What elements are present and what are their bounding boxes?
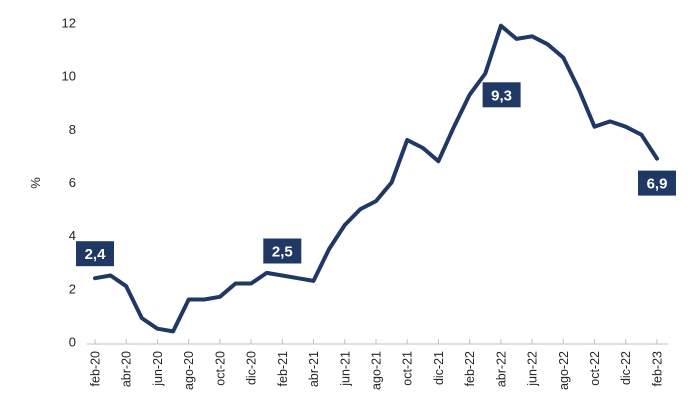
data-label-value: 6,9 bbox=[647, 176, 668, 193]
x-tick-label: abr-20 bbox=[120, 351, 134, 387]
data-label-value: 2,4 bbox=[85, 246, 107, 263]
x-tick-label: jun-20 bbox=[151, 351, 165, 387]
data-label-box bbox=[76, 241, 114, 267]
x-tick-label: ago-21 bbox=[369, 351, 383, 390]
x-axis: feb-20 abr-20 jun-20 ago-20 oct-20 dic-20 feb-… bbox=[87, 339, 668, 390]
data-label-value: 9,3 bbox=[491, 87, 512, 104]
data-point-label: 6,9 bbox=[638, 170, 676, 196]
y-tick-label: 2 bbox=[69, 281, 76, 296]
x-tick-label: abr-22 bbox=[494, 351, 508, 387]
data-label-box bbox=[263, 238, 302, 264]
data-line bbox=[93, 23, 659, 334]
data-point-label: 2,5 bbox=[263, 238, 302, 264]
y-axis: 0 2 4 6 8 10 12 bbox=[62, 16, 76, 350]
x-tick-label: feb-20 bbox=[89, 351, 103, 386]
x-tick-label: dic-22 bbox=[619, 351, 633, 385]
y-tick-label: 4 bbox=[69, 228, 76, 243]
y-tick-label: 0 bbox=[69, 335, 76, 350]
y-axis-title: % bbox=[28, 177, 43, 189]
x-tick-label: feb-22 bbox=[463, 351, 477, 386]
x-tick-label: oct-22 bbox=[588, 351, 602, 386]
x-tick-label: feb-23 bbox=[650, 351, 664, 386]
y-tick-label: 8 bbox=[69, 122, 76, 137]
x-tick-label: abr-21 bbox=[307, 351, 321, 387]
y-tick-label: 10 bbox=[62, 69, 76, 84]
x-tick-label: jun-22 bbox=[526, 351, 540, 387]
data-label-box bbox=[638, 170, 676, 196]
x-tick-label: oct-21 bbox=[401, 351, 415, 386]
data-point-label: 2,4 bbox=[76, 241, 114, 267]
x-tick-label: dic-20 bbox=[245, 351, 259, 385]
x-tick-label: jun-21 bbox=[338, 351, 352, 387]
data-label-box bbox=[482, 82, 521, 108]
y-tick-label: 12 bbox=[62, 16, 76, 31]
data-label-value: 2,5 bbox=[272, 244, 293, 261]
data-point-label: 9,3 bbox=[482, 82, 521, 108]
x-tick-label: feb-21 bbox=[276, 351, 290, 386]
x-tick-label: oct-20 bbox=[213, 351, 227, 386]
x-tick-label: ago-20 bbox=[182, 351, 196, 390]
x-tick-label: ago-22 bbox=[557, 351, 571, 390]
y-tick-label: 6 bbox=[69, 175, 76, 190]
x-tick-label: dic-21 bbox=[432, 351, 446, 385]
